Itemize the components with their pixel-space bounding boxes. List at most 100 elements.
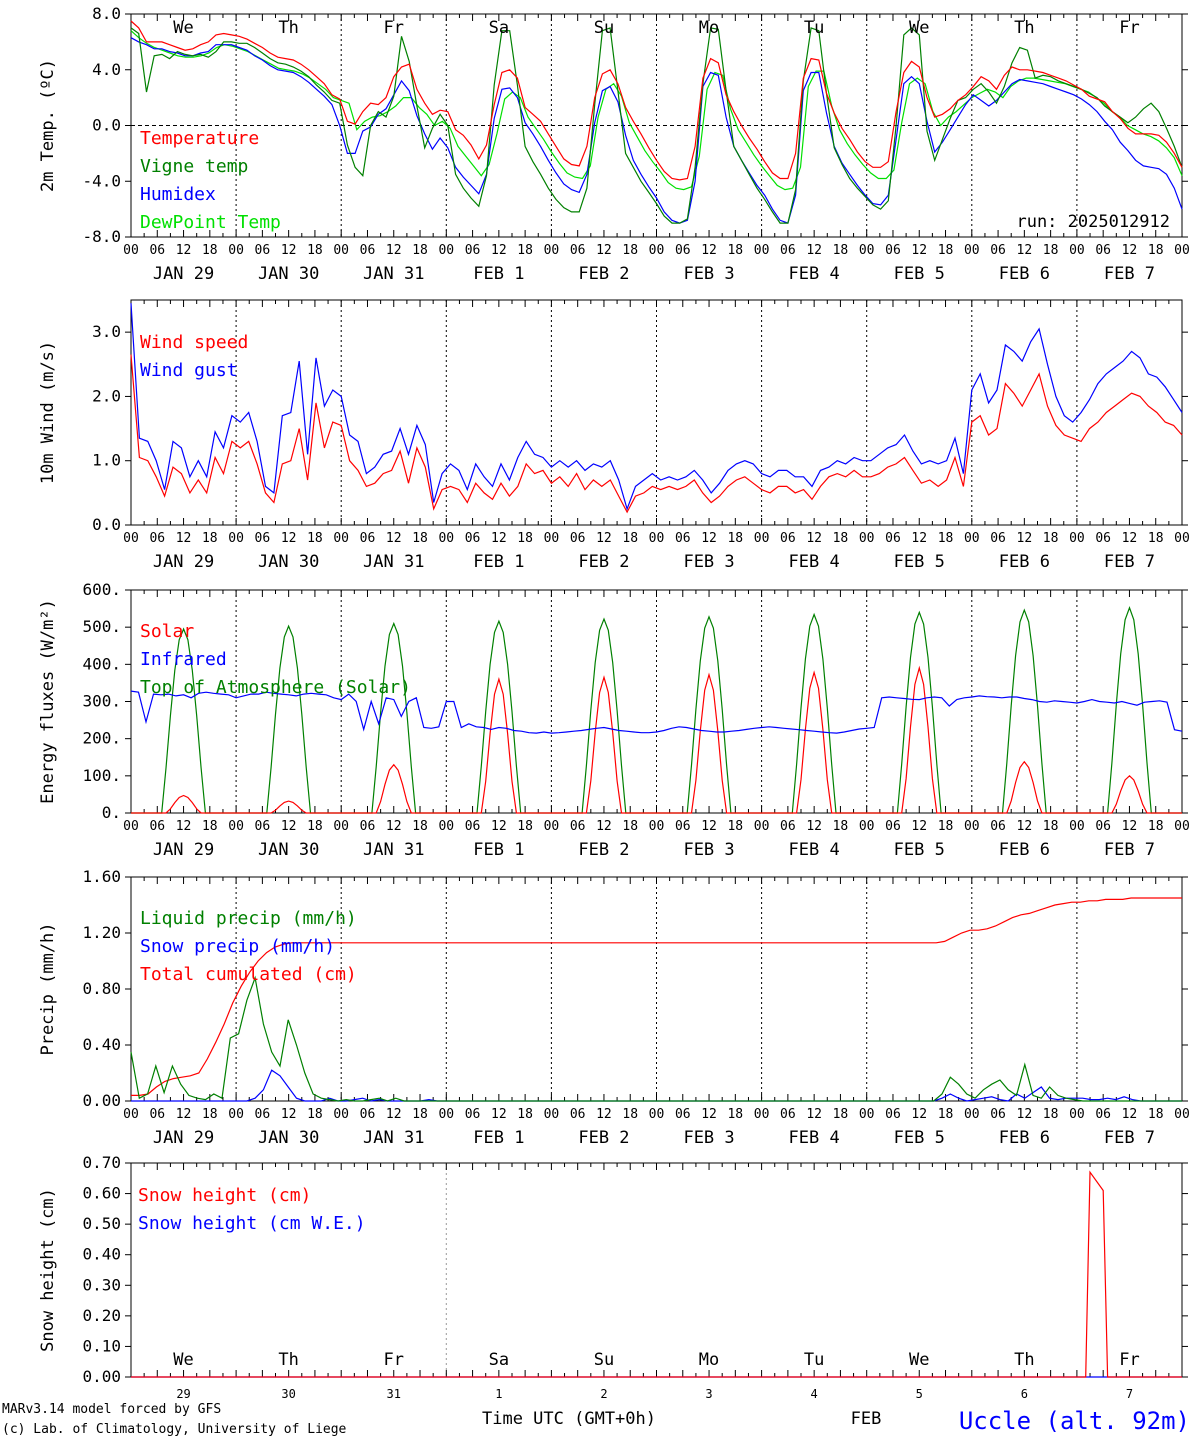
x-day-label: FEB 5 — [894, 840, 945, 860]
x-hour-label: 12 — [281, 819, 297, 834]
x-hour-label: 00 — [649, 819, 665, 834]
x-hour-label: 06 — [360, 1107, 376, 1122]
x-hour-label: 18 — [622, 531, 638, 546]
x-hour-label: 00 — [438, 531, 454, 546]
x-hour-label: 00 — [228, 819, 244, 834]
day-number-label: 29 — [176, 1387, 190, 1401]
x-hour-label: 06 — [255, 531, 271, 546]
y-tick-label: 2.0 — [92, 386, 121, 405]
x-hour-label: 06 — [780, 1107, 796, 1122]
x-day-label: FEB 6 — [999, 840, 1050, 860]
x-hour-label: 00 — [333, 819, 349, 834]
x-day-label: FEB 3 — [683, 552, 734, 572]
x-hour-label: 12 — [1122, 531, 1138, 546]
x-hour-label: 18 — [307, 819, 323, 834]
x-hour-label: 18 — [202, 243, 218, 258]
x-hour-label: 12 — [386, 819, 402, 834]
series-solar — [131, 665, 1182, 814]
y-tick-label: 0.20 — [82, 1306, 121, 1325]
snow-weekday-label: Th — [278, 1350, 298, 1370]
x-hour-label: 06 — [885, 531, 901, 546]
legend-entry: Snow height (cm W.E.) — [138, 1213, 366, 1234]
legend-entry: Solar — [140, 621, 194, 642]
weekday-label: Tu — [804, 18, 824, 38]
x-hour-label: 06 — [1095, 819, 1111, 834]
y-axis-label: Snow height (cm) — [38, 1188, 58, 1352]
y-tick-label: 0.40 — [82, 1245, 121, 1264]
series-wind-gust — [130, 303, 1183, 511]
x-hour-label: 12 — [491, 243, 507, 258]
x-hour-label: 12 — [1122, 1107, 1138, 1122]
x-hour-label: 00 — [1069, 819, 1085, 834]
x-hour-label: 06 — [990, 1107, 1006, 1122]
x-day-label: FEB 2 — [578, 840, 629, 860]
x-hour-label: 00 — [123, 531, 139, 546]
x-hour-label: 18 — [622, 819, 638, 834]
y-tick-label: 3.0 — [92, 322, 121, 341]
x-hour-label: 06 — [780, 819, 796, 834]
x-hour-label: 00 — [544, 1107, 560, 1122]
x-hour-label: 12 — [911, 531, 927, 546]
x-hour-label: 18 — [622, 243, 638, 258]
x-hour-label: 12 — [701, 819, 717, 834]
y-tick-label: 400. — [82, 654, 121, 673]
x-day-label: FEB 1 — [473, 264, 524, 284]
x-hour-label: 06 — [780, 531, 796, 546]
weekday-label: Fr — [384, 18, 404, 38]
x-month-label: FEB — [851, 1409, 882, 1429]
x-hour-label: 18 — [833, 243, 849, 258]
y-tick-label: 100. — [82, 766, 121, 785]
x-hour-label: 00 — [859, 1107, 875, 1122]
legend-entry: Liquid precip (mm/h) — [140, 908, 357, 929]
x-hour-label: 00 — [123, 1107, 139, 1122]
series-total-cumulated-cm- — [131, 897, 1182, 1097]
footer-model: MARv3.14 model forced by GFS — [2, 1402, 221, 1417]
weekday-label: Fr — [1119, 18, 1139, 38]
x-day-label: FEB 1 — [473, 840, 524, 860]
x-hour-label: 06 — [149, 243, 165, 258]
legend-entry: Snow height (cm) — [138, 1185, 311, 1206]
x-hour-label: 00 — [123, 819, 139, 834]
x-hour-label: 12 — [911, 1107, 927, 1122]
x-day-label: FEB 5 — [894, 552, 945, 572]
x-hour-label: 12 — [281, 1107, 297, 1122]
legend-entry: Infrared — [140, 649, 227, 670]
y-axis-label: 2m Temp. (ºC) — [38, 59, 58, 192]
x-hour-label: 00 — [649, 243, 665, 258]
x-hour-label: 06 — [465, 1107, 481, 1122]
x-hour-label: 18 — [1043, 531, 1059, 546]
y-tick-label: 8.0 — [92, 4, 121, 23]
x-hour-label: 18 — [1043, 1107, 1059, 1122]
x-hour-label: 00 — [544, 531, 560, 546]
legend-entry: Top of Atmosphere (Solar) — [140, 677, 411, 698]
x-hour-label: 18 — [307, 531, 323, 546]
x-hour-label: 12 — [806, 819, 822, 834]
x-hour-label: 18 — [1043, 819, 1059, 834]
series-dewpoint-temp — [130, 30, 1183, 191]
x-hour-label: 00 — [333, 531, 349, 546]
x-hour-label: 18 — [412, 1107, 428, 1122]
snow-weekday-label: We — [173, 1350, 193, 1370]
y-tick-label: 500. — [82, 617, 121, 636]
x-day-label: FEB 3 — [683, 1128, 734, 1148]
x-day-label: JAN 31 — [363, 552, 424, 572]
x-hour-label: 00 — [544, 819, 560, 834]
day-number-label: 7 — [1126, 1387, 1133, 1401]
x-day-label: FEB 4 — [789, 1128, 840, 1148]
x-hour-label: 06 — [675, 531, 691, 546]
panel-precip: 0.00 0.40 0.80 1.20 1.60 Precip (mm/h) 00 06 12 1… — [38, 867, 1190, 1148]
x-day-label: FEB 5 — [894, 1128, 945, 1148]
x-hour-label: 00 — [859, 819, 875, 834]
weekday-label: Sa — [489, 18, 509, 38]
day-number-label: 1 — [495, 1387, 502, 1401]
x-hour-label: 00 — [859, 243, 875, 258]
x-hour-label: 00 — [754, 819, 770, 834]
x-hour-label: 06 — [675, 819, 691, 834]
y-tick-label: 1.60 — [82, 867, 121, 886]
x-day-label: FEB 7 — [1104, 552, 1155, 572]
x-day-label: FEB 2 — [578, 552, 629, 572]
x-hour-label: 00 — [754, 1107, 770, 1122]
x-hour-label: 18 — [1148, 819, 1164, 834]
x-hour-label: 12 — [1017, 1107, 1033, 1122]
